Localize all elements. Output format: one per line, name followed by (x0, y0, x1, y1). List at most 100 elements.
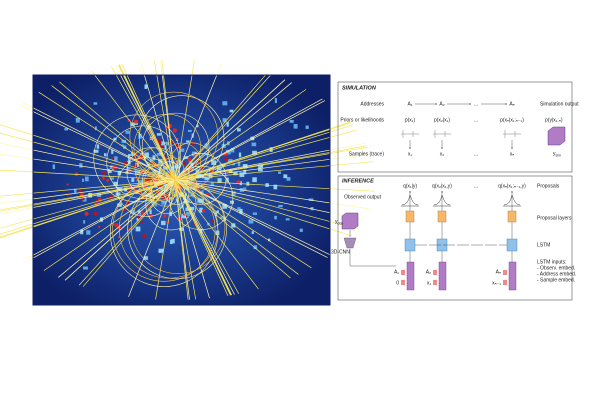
row-label: Addresses (360, 101, 384, 107)
proposal-layer (405, 210, 415, 223)
blue-hit (52, 164, 56, 170)
blue-hit (229, 109, 234, 113)
image-frame (32, 74, 331, 306)
prior: p(x₁) (405, 117, 416, 123)
blue-hit (251, 231, 254, 235)
blue-hit (117, 203, 122, 207)
blue-hit (237, 207, 241, 211)
blue-hit (93, 102, 98, 105)
blue-hit (230, 147, 235, 153)
blue-hit (186, 140, 190, 143)
prior-plot (401, 130, 419, 138)
track-loop (168, 142, 215, 188)
blue-hit (143, 181, 149, 185)
input-label: 0 (396, 280, 399, 286)
blue-hit (115, 192, 121, 196)
blue-hit (183, 175, 187, 180)
cnn-block (343, 237, 357, 249)
blue-hit (196, 124, 199, 128)
blue-hit (82, 178, 85, 182)
red-hit (70, 194, 73, 197)
blue-hit (99, 217, 103, 222)
blue-hit (121, 139, 127, 144)
input-label: A₂ (426, 269, 431, 275)
blue-hit (221, 143, 226, 148)
proposal: q(xₙ|x₁:ₙ₋₁,y) (498, 183, 526, 189)
blue-hit (97, 193, 102, 198)
blue-hit (243, 187, 247, 191)
blue-hit (138, 180, 143, 185)
blue-hit (126, 168, 131, 171)
blue-hit (158, 248, 164, 253)
blue-hit (189, 206, 195, 211)
blue-hit (149, 209, 152, 215)
blue-hit (305, 125, 309, 129)
blue-hit (162, 183, 168, 187)
blue-hit (274, 215, 277, 220)
blue-hit (143, 192, 148, 197)
red-hit (205, 192, 209, 197)
lstm-input-text: LSTM inputs: (537, 259, 566, 265)
blue-hit (109, 177, 115, 180)
collision-image (0, 60, 375, 306)
blue-hit (233, 171, 238, 176)
track-loop (149, 173, 178, 201)
blue-hit (130, 209, 136, 214)
lstm-cell (506, 238, 518, 252)
blue-hit (252, 177, 257, 183)
blue-hit (171, 238, 175, 244)
simulation-box (337, 81, 573, 173)
blue-hit (121, 144, 124, 147)
blue-hit (86, 230, 91, 235)
blue-hit (79, 163, 83, 168)
simulation-title: SIMULATION (342, 85, 377, 91)
blue-hit (117, 170, 122, 176)
blue-hit (163, 166, 168, 170)
blue-hit (214, 211, 218, 217)
sim-output: ysim (553, 151, 561, 157)
blue-hit (193, 187, 199, 190)
address: … (474, 101, 479, 107)
blue-hit (252, 150, 257, 155)
blue-hit (207, 222, 210, 226)
input-box (433, 280, 437, 285)
input-box (401, 280, 405, 285)
blue-hit (216, 210, 219, 214)
red-hit (112, 223, 116, 226)
blue-hit (222, 101, 228, 106)
embed-stack (508, 261, 517, 291)
lstm-input-text: - Address embed. (537, 271, 576, 277)
red-hit (117, 236, 120, 239)
cnn-arrow (349, 230, 396, 267)
blue-hit (161, 141, 165, 146)
blue-hit (242, 164, 248, 168)
red-hit (202, 208, 206, 213)
blue-hit (231, 223, 236, 228)
prior-plot (433, 130, 451, 138)
input-label: Aₙ (496, 269, 501, 275)
red-hit (161, 145, 165, 148)
blue-hit (227, 159, 233, 163)
blue-hit (108, 168, 112, 174)
input-label: x₁ (427, 280, 432, 286)
observed-label: Observed output (344, 194, 382, 200)
prior: p(xₙ|x₁:ₙ₋₁) (500, 117, 524, 123)
proposal: q(x₂|x₁,y) (432, 183, 452, 189)
blue-hit (144, 84, 148, 89)
blue-hit (135, 226, 141, 232)
blue-hit (250, 136, 255, 141)
blue-hit (158, 167, 162, 173)
blue-hit (103, 153, 107, 157)
blue-hit (144, 152, 150, 158)
blue-hit (195, 169, 200, 173)
blue-hit (187, 129, 192, 132)
blue-hit (237, 128, 241, 132)
row-label: Samples (trace) (349, 151, 385, 157)
blue-hit (273, 184, 278, 190)
blue-hit (216, 166, 222, 171)
red-hit (158, 141, 162, 145)
proposal-layer (437, 210, 447, 223)
red-hit (141, 211, 146, 216)
red-hit (128, 227, 132, 231)
